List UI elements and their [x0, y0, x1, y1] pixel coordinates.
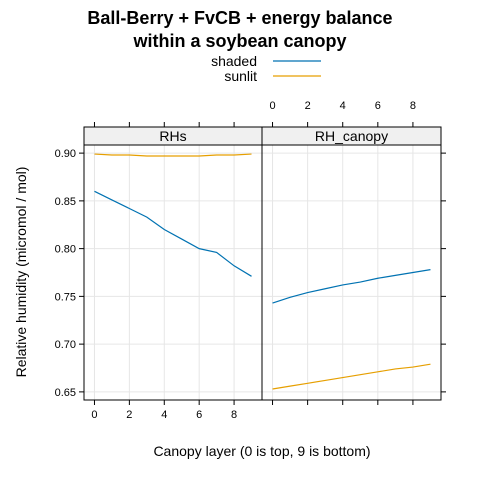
x-tick-label: 8 — [231, 409, 237, 421]
chart-title: Ball-Berry + FvCB + energy balance within… — [87, 8, 392, 51]
y-tick-label: 0.65 — [55, 387, 76, 399]
x-tick-label: 6 — [375, 100, 381, 112]
y-tick-label: 0.90 — [55, 148, 76, 160]
series-line-sunlit — [94, 153, 252, 157]
x-tick-label: 6 — [196, 409, 202, 421]
x-tick-label: 8 — [410, 100, 416, 112]
chart-title-line: Ball-Berry + FvCB + energy balance — [87, 8, 392, 28]
y-axis-label: Relative humidity (micromol / mol) — [13, 167, 29, 378]
strip-label: RH_canopy — [315, 128, 388, 144]
series-line-shaded — [94, 190, 252, 277]
panel-rhs: RHs 0 2 4 6 8 0.65 0.70 0.75 0.80 0.85 0.90 — [55, 122, 263, 421]
series-line-sunlit — [272, 363, 431, 390]
y-tick-label: 0.75 — [55, 291, 76, 303]
legend-label-sunlit: sunlit — [224, 68, 257, 84]
x-tick-label: 4 — [161, 409, 167, 421]
x-tick-label: 0 — [91, 409, 97, 421]
y-tick-label: 0.70 — [55, 339, 76, 351]
y-tick-label: 0.85 — [55, 196, 76, 208]
x-tick-label: 0 — [269, 100, 275, 112]
strip-label: RHs — [159, 128, 186, 144]
x-tick-label: 2 — [305, 100, 311, 112]
series-line-shaded — [272, 269, 431, 304]
panel-frame — [261, 144, 442, 401]
legend-label-shaded: shaded — [211, 53, 257, 69]
panel-rh-canopy: RH_canopy 0 2 4 6 8 — [261, 100, 446, 405]
panels: RHs 0 2 4 6 8 0.65 0.70 0.75 0.80 0.85 0.90 RH_canop… — [55, 100, 446, 421]
chart-title-line: within a soybean canopy — [132, 31, 346, 51]
x-tick-label: 4 — [340, 100, 346, 112]
panel-frame — [83, 144, 263, 401]
y-tick-label: 0.80 — [55, 244, 76, 256]
x-tick-label: 2 — [126, 409, 132, 421]
x-axis-label: Canopy layer (0 is top, 9 is bottom) — [153, 443, 370, 459]
